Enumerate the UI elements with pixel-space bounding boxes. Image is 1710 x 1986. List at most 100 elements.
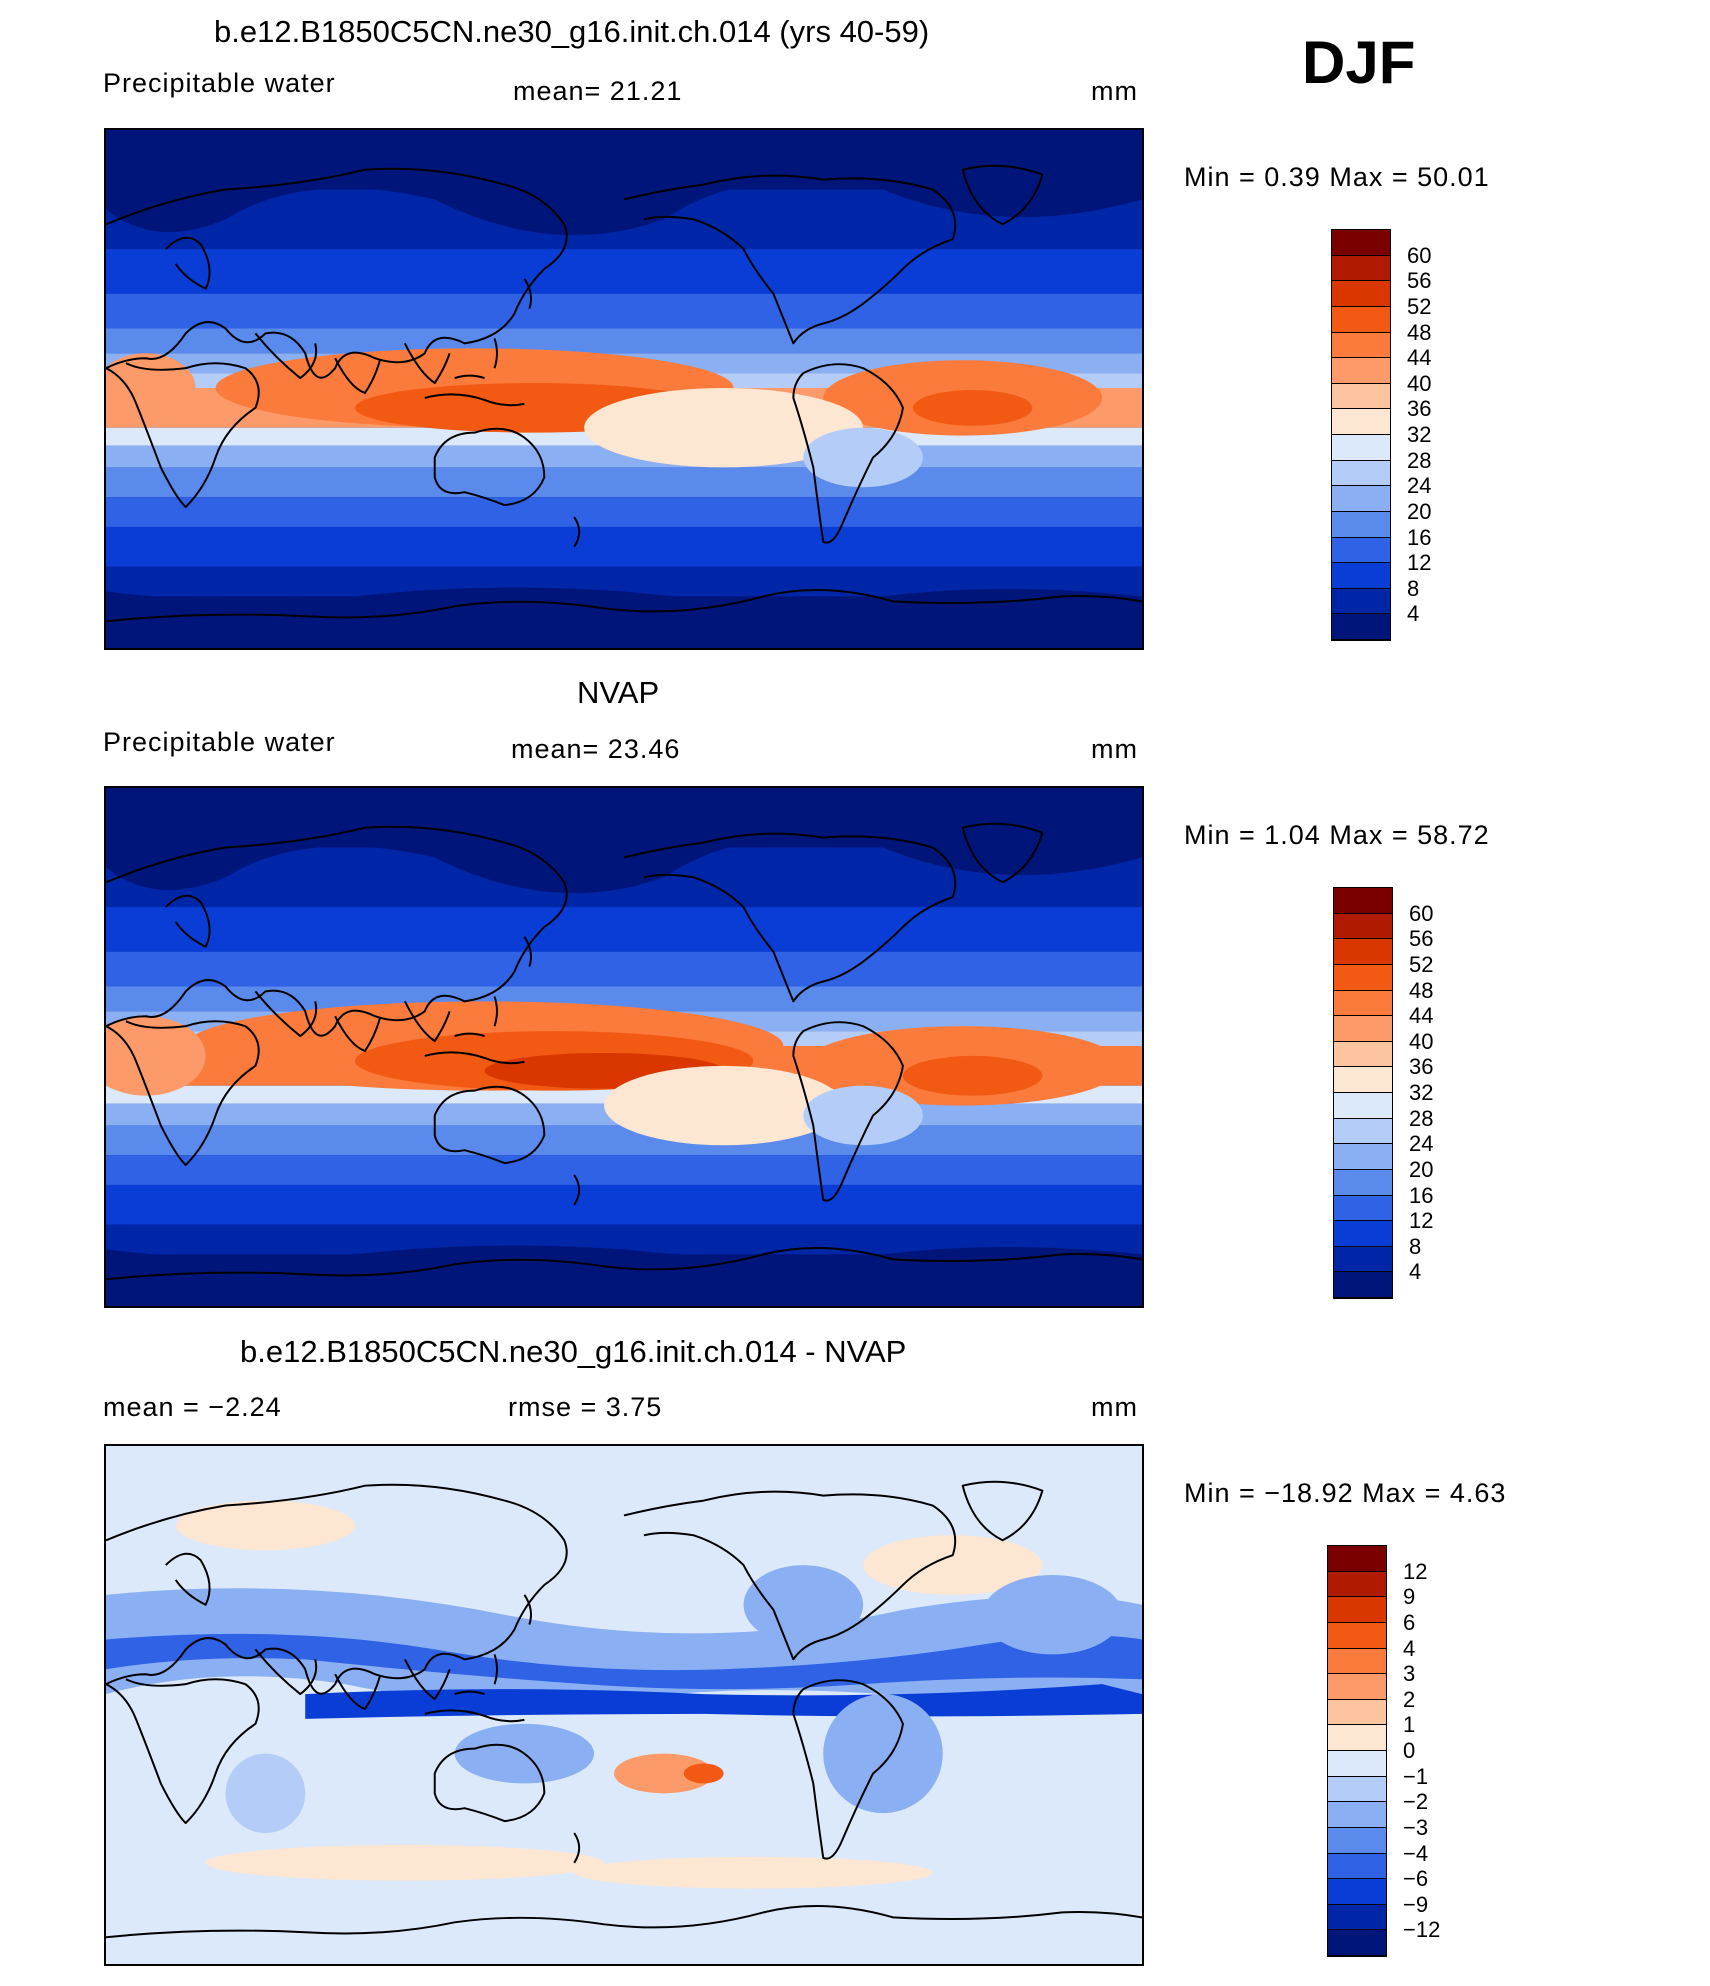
colorbar-box — [1334, 1195, 1392, 1222]
colorbar-box — [1328, 1571, 1386, 1598]
colorbar-tick-label: 28 — [1409, 1105, 1434, 1131]
colorbar-box — [1328, 1879, 1386, 1905]
panel-3-rmse: rmse = 3.75 — [508, 1392, 663, 1422]
colorbar-tick-label: 36 — [1407, 396, 1432, 422]
colorbar-box — [1334, 1272, 1392, 1298]
panel-2-mean: mean= 23.46 — [511, 734, 681, 764]
colorbar-box — [1332, 306, 1390, 333]
colorbar-tick-label: 6 — [1403, 1609, 1416, 1635]
colorbar-tick-label: 56 — [1409, 926, 1434, 952]
colorbar-tick-label: 44 — [1407, 345, 1432, 371]
colorbar-box — [1334, 1118, 1392, 1145]
colorbar-tick-label: 16 — [1407, 524, 1432, 550]
colorbar-box — [1332, 614, 1390, 640]
colorbar-box — [1328, 1853, 1386, 1880]
colorbar-box — [1332, 588, 1390, 615]
colorbar-tick-label: 20 — [1407, 498, 1432, 524]
panel-2-map — [104, 786, 1144, 1308]
colorbar-tick-label: 24 — [1409, 1131, 1434, 1157]
panel-3-colorbar — [1327, 1545, 1387, 1957]
colorbar-tick-label: 28 — [1407, 447, 1432, 473]
colorbar-tick-label: 40 — [1407, 370, 1432, 396]
colorbar-box — [1332, 486, 1390, 512]
colorbar-tick-label: 32 — [1409, 1080, 1434, 1105]
colorbar-tick-label: 12 — [1409, 1208, 1434, 1234]
panel-1-colorbar — [1331, 229, 1391, 641]
colorbar-tick-label: 12 — [1403, 1558, 1428, 1584]
colorbar-tick-label: 56 — [1407, 268, 1432, 294]
colorbar-box — [1332, 358, 1390, 384]
colorbar-box — [1332, 511, 1390, 538]
colorbar-box — [1334, 888, 1392, 914]
colorbar-box — [1332, 409, 1390, 435]
panel-1-title: b.e12.B1850C5CN.ne30_g16.init.ch.014 (yr… — [214, 14, 930, 49]
colorbar-box — [1332, 537, 1390, 564]
colorbar-tick-label: 32 — [1407, 422, 1432, 447]
colorbar-box — [1334, 1067, 1392, 1093]
colorbar-box — [1332, 563, 1390, 589]
colorbar-tick-label: 2 — [1403, 1686, 1416, 1712]
colorbar-tick-label: 0 — [1403, 1738, 1416, 1763]
colorbar-box — [1332, 332, 1390, 359]
panel-3-map — [104, 1444, 1144, 1966]
colorbar-box — [1332, 255, 1390, 282]
colorbar-box — [1334, 1246, 1392, 1273]
colorbar-tick-label: 4 — [1407, 601, 1420, 627]
colorbar-tick-label: 4 — [1403, 1635, 1416, 1661]
colorbar-box — [1328, 1699, 1386, 1726]
colorbar-box — [1328, 1904, 1386, 1931]
panel-2-units: mm — [1091, 734, 1138, 764]
colorbar-tick-label: −3 — [1403, 1814, 1429, 1840]
panel-3-units: mm — [1091, 1392, 1138, 1422]
colorbar-tick-label: −12 — [1403, 1917, 1441, 1943]
colorbar-box — [1334, 939, 1392, 965]
panel-1-minmax: Min = 0.39 Max = 50.01 — [1184, 162, 1490, 192]
colorbar-box — [1332, 281, 1390, 307]
panel-1-map — [104, 128, 1144, 650]
panel-1-units: mm — [1091, 76, 1138, 106]
colorbar-tick-label: −4 — [1403, 1840, 1429, 1866]
colorbar-tick-label: 8 — [1407, 575, 1420, 601]
colorbar-tick-label: 8 — [1409, 1233, 1422, 1259]
colorbar-box — [1334, 1093, 1392, 1119]
panel-2-variable-label: Precipitable water — [103, 727, 336, 757]
colorbar-tick-label: 44 — [1409, 1003, 1434, 1029]
colorbar-tick-label: 48 — [1407, 319, 1432, 345]
panel-1-mean: mean= 21.21 — [513, 76, 683, 106]
panel-3-mean: mean = −2.24 — [103, 1392, 282, 1422]
colorbar-tick-label: 52 — [1409, 951, 1434, 977]
colorbar-box — [1334, 1016, 1392, 1042]
colorbar-box — [1334, 1169, 1392, 1196]
colorbar-tick-label: 3 — [1403, 1661, 1416, 1687]
colorbar-box — [1334, 1041, 1392, 1068]
colorbar-box — [1332, 460, 1390, 487]
colorbar-box — [1328, 1802, 1386, 1828]
panel-2-title: NVAP — [577, 675, 660, 710]
colorbar-box — [1328, 1622, 1386, 1649]
colorbar-tick-label: 48 — [1409, 977, 1434, 1003]
colorbar-tick-label: 36 — [1409, 1054, 1434, 1080]
colorbar-box — [1334, 1221, 1392, 1247]
colorbar-box — [1334, 913, 1392, 940]
colorbar-tick-label: 4 — [1409, 1259, 1422, 1285]
colorbar-box — [1332, 435, 1390, 461]
colorbar-box — [1328, 1648, 1386, 1675]
colorbar-tick-label: 1 — [1403, 1712, 1416, 1738]
panel-3-minmax: Min = −18.92 Max = 4.63 — [1184, 1478, 1507, 1508]
season-label: DJF — [1302, 29, 1416, 96]
panel-1-variable-label: Precipitable water — [103, 68, 336, 98]
panel-2-colorbar — [1333, 887, 1393, 1299]
panel-2-minmax: Min = 1.04 Max = 58.72 — [1184, 820, 1490, 850]
colorbar-box — [1328, 1725, 1386, 1751]
colorbar-box — [1328, 1751, 1386, 1777]
colorbar-tick-label: −9 — [1403, 1891, 1429, 1917]
colorbar-tick-label: 12 — [1407, 550, 1432, 576]
panel-3-title: b.e12.B1850C5CN.ne30_g16.init.ch.014 - N… — [240, 1334, 907, 1369]
colorbar-box — [1328, 1546, 1386, 1572]
colorbar-tick-label: 24 — [1407, 473, 1432, 499]
colorbar-box — [1328, 1776, 1386, 1803]
colorbar-box — [1334, 990, 1392, 1017]
colorbar-tick-label: 60 — [1409, 900, 1434, 926]
colorbar-tick-label: 20 — [1409, 1156, 1434, 1182]
colorbar-tick-label: −1 — [1403, 1763, 1429, 1789]
